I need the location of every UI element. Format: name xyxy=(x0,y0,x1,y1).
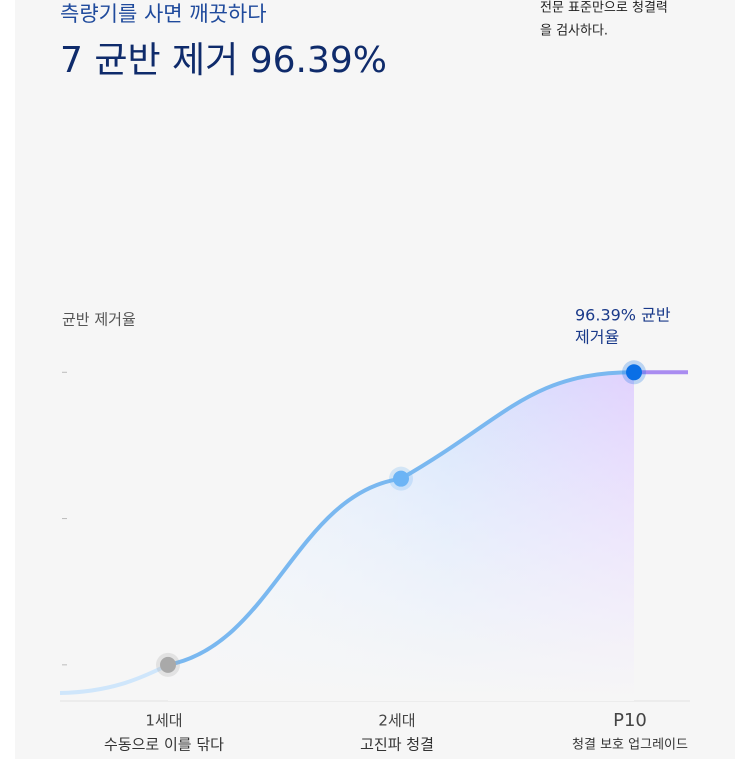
x-tick-label: 2세대 xyxy=(378,712,415,730)
x-tick-label: P10 xyxy=(613,710,647,731)
point xyxy=(393,470,409,487)
point xyxy=(626,364,642,381)
x-tick-label: 1세대 xyxy=(145,712,182,730)
title: 측량기를 사면 깨끗하다 xyxy=(60,2,267,26)
note: 전문 표준만으로 청결력 xyxy=(540,1,668,16)
headline: 7 균반 제거 96.39% xyxy=(60,40,387,81)
point xyxy=(160,656,176,673)
note: 을 검사하다. xyxy=(540,24,608,39)
annotation: 96.39% 균반 xyxy=(575,306,671,325)
area-fade xyxy=(168,372,634,701)
y-label: 균반 제거율 xyxy=(62,311,136,329)
x-tick-note: 수동으로 이를 닦다 xyxy=(104,736,224,754)
x-tick-note: 청결 보호 업그레이드 xyxy=(572,738,688,753)
line-tail xyxy=(59,663,169,695)
annotation: 제거율 xyxy=(575,328,619,347)
x-tick-note: 고진파 청결 xyxy=(360,736,434,754)
